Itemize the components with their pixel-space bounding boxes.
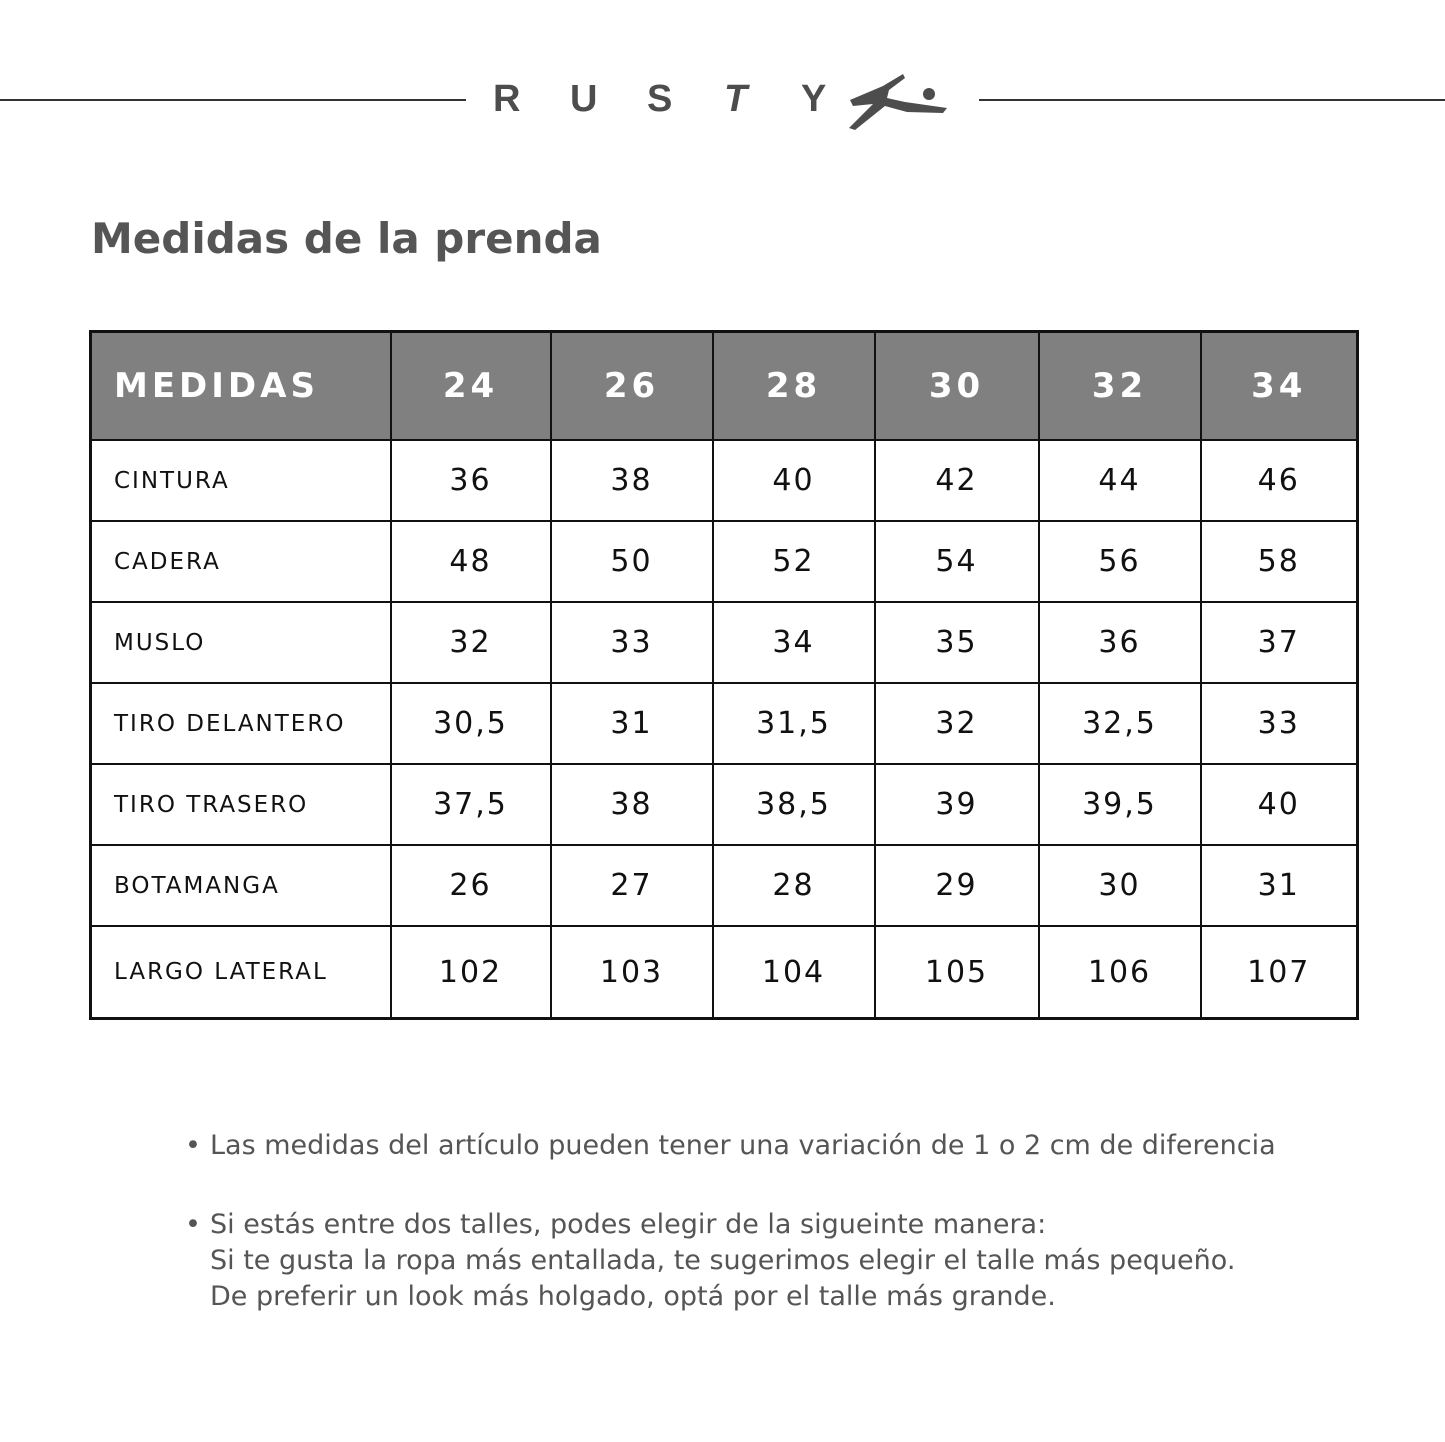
table-cell: 29 bbox=[873, 844, 1040, 927]
table-cell: 52 bbox=[711, 520, 876, 603]
table-cell: 44 bbox=[1037, 439, 1202, 522]
table-cell: 33 bbox=[549, 601, 714, 684]
header-cell-label: MEDIDAS bbox=[89, 330, 392, 441]
note-item: • Si estás entre dos talles, podes elegir… bbox=[185, 1207, 1276, 1315]
brand-letter: S bbox=[647, 78, 673, 120]
table-cell: 37,5 bbox=[389, 763, 552, 846]
table-cell: 27 bbox=[549, 844, 714, 927]
page-title: Medidas de la prenda bbox=[91, 214, 602, 263]
note-item: • Las medidas del artículo pueden tener u… bbox=[185, 1128, 1276, 1164]
table-cell: 105 bbox=[873, 925, 1040, 1020]
note-line: De preferir un look más holgado, optá po… bbox=[210, 1281, 1056, 1312]
row-label: MUSLO bbox=[89, 601, 392, 684]
table-cell: 32,5 bbox=[1037, 682, 1202, 765]
header-cell-size: 28 bbox=[711, 330, 876, 441]
bullet-icon: • bbox=[185, 1130, 201, 1161]
table-row: BOTAMANGA 26 27 28 29 30 31 bbox=[89, 844, 1359, 927]
header-divider-left bbox=[0, 99, 466, 101]
table-cell: 32 bbox=[389, 601, 552, 684]
table-cell: 39,5 bbox=[1037, 763, 1202, 846]
row-label: CINTURA bbox=[89, 439, 392, 522]
table-cell: 38,5 bbox=[711, 763, 876, 846]
table-cell: 26 bbox=[389, 844, 552, 927]
table-cell: 31 bbox=[549, 682, 714, 765]
table-cell: 102 bbox=[389, 925, 552, 1020]
table-cell: 40 bbox=[711, 439, 876, 522]
brand-letter: R bbox=[493, 78, 521, 120]
note-line: Si estás entre dos talles, podes elegir … bbox=[210, 1209, 1047, 1240]
bullet-icon: • bbox=[185, 1209, 201, 1240]
table-cell: 30 bbox=[1037, 844, 1202, 927]
header-cell-size: 34 bbox=[1199, 330, 1359, 441]
table-row: CADERA 48 50 52 54 56 58 bbox=[89, 520, 1359, 603]
note-line: Las medidas del artículo pueden tener un… bbox=[210, 1130, 1276, 1161]
table-cell: 42 bbox=[873, 439, 1040, 522]
table-cell: 54 bbox=[873, 520, 1040, 603]
table-cell: 30,5 bbox=[389, 682, 552, 765]
brand-letter: T bbox=[724, 78, 748, 120]
table-cell: 48 bbox=[389, 520, 552, 603]
table-cell: 39 bbox=[873, 763, 1040, 846]
table-cell: 31,5 bbox=[711, 682, 876, 765]
table-cell: 31 bbox=[1199, 844, 1359, 927]
table-cell: 28 bbox=[711, 844, 876, 927]
table-cell: 40 bbox=[1199, 763, 1359, 846]
notes-list: • Las medidas del artículo pueden tener u… bbox=[185, 1128, 1276, 1358]
table-cell: 35 bbox=[873, 601, 1040, 684]
table-row: TIRO TRASERO 37,5 38 38,5 39 39,5 40 bbox=[89, 763, 1359, 846]
rusty-logo-icon bbox=[849, 74, 947, 130]
header-cell-size: 30 bbox=[873, 330, 1040, 441]
brand-letter: Y bbox=[801, 78, 827, 120]
table-cell: 37 bbox=[1199, 601, 1359, 684]
row-label: LARGO LATERAL bbox=[89, 925, 392, 1020]
brand-letter: U bbox=[570, 78, 598, 120]
table-cell: 103 bbox=[549, 925, 714, 1020]
table-cell: 104 bbox=[711, 925, 876, 1020]
table-cell: 58 bbox=[1199, 520, 1359, 603]
header-cell-size: 24 bbox=[389, 330, 552, 441]
row-label: BOTAMANGA bbox=[89, 844, 392, 927]
table-cell: 50 bbox=[549, 520, 714, 603]
table-cell: 32 bbox=[873, 682, 1040, 765]
table-cell: 107 bbox=[1199, 925, 1359, 1020]
row-label: TIRO DELANTERO bbox=[89, 682, 392, 765]
size-chart-table: MEDIDAS 24 26 28 30 32 34 CINTURA 36 38 40 42 44 46 C… bbox=[89, 330, 1359, 1020]
table-cell: 38 bbox=[549, 763, 714, 846]
table-cell: 33 bbox=[1199, 682, 1359, 765]
row-label: TIRO TRASERO bbox=[89, 763, 392, 846]
header-cell-size: 26 bbox=[549, 330, 714, 441]
header-cell-size: 32 bbox=[1037, 330, 1202, 441]
table-cell: 34 bbox=[711, 601, 876, 684]
row-label: CADERA bbox=[89, 520, 392, 603]
table-cell: 46 bbox=[1199, 439, 1359, 522]
note-line: Si te gusta la ropa más entallada, te su… bbox=[210, 1245, 1236, 1276]
table-cell: 38 bbox=[549, 439, 714, 522]
header-divider-right bbox=[979, 99, 1445, 101]
table-row: TIRO DELANTERO 30,5 31 31,5 32 32,5 33 bbox=[89, 682, 1359, 765]
table-cell: 106 bbox=[1037, 925, 1202, 1020]
table-header-row: MEDIDAS 24 26 28 30 32 34 bbox=[89, 330, 1359, 441]
table-row: CINTURA 36 38 40 42 44 46 bbox=[89, 439, 1359, 522]
table-row: MUSLO 32 33 34 35 36 37 bbox=[89, 601, 1359, 684]
table-cell: 36 bbox=[389, 439, 552, 522]
table-cell: 36 bbox=[1037, 601, 1202, 684]
table-cell: 56 bbox=[1037, 520, 1202, 603]
table-row: LARGO LATERAL 102 103 104 105 106 107 bbox=[89, 925, 1359, 1020]
